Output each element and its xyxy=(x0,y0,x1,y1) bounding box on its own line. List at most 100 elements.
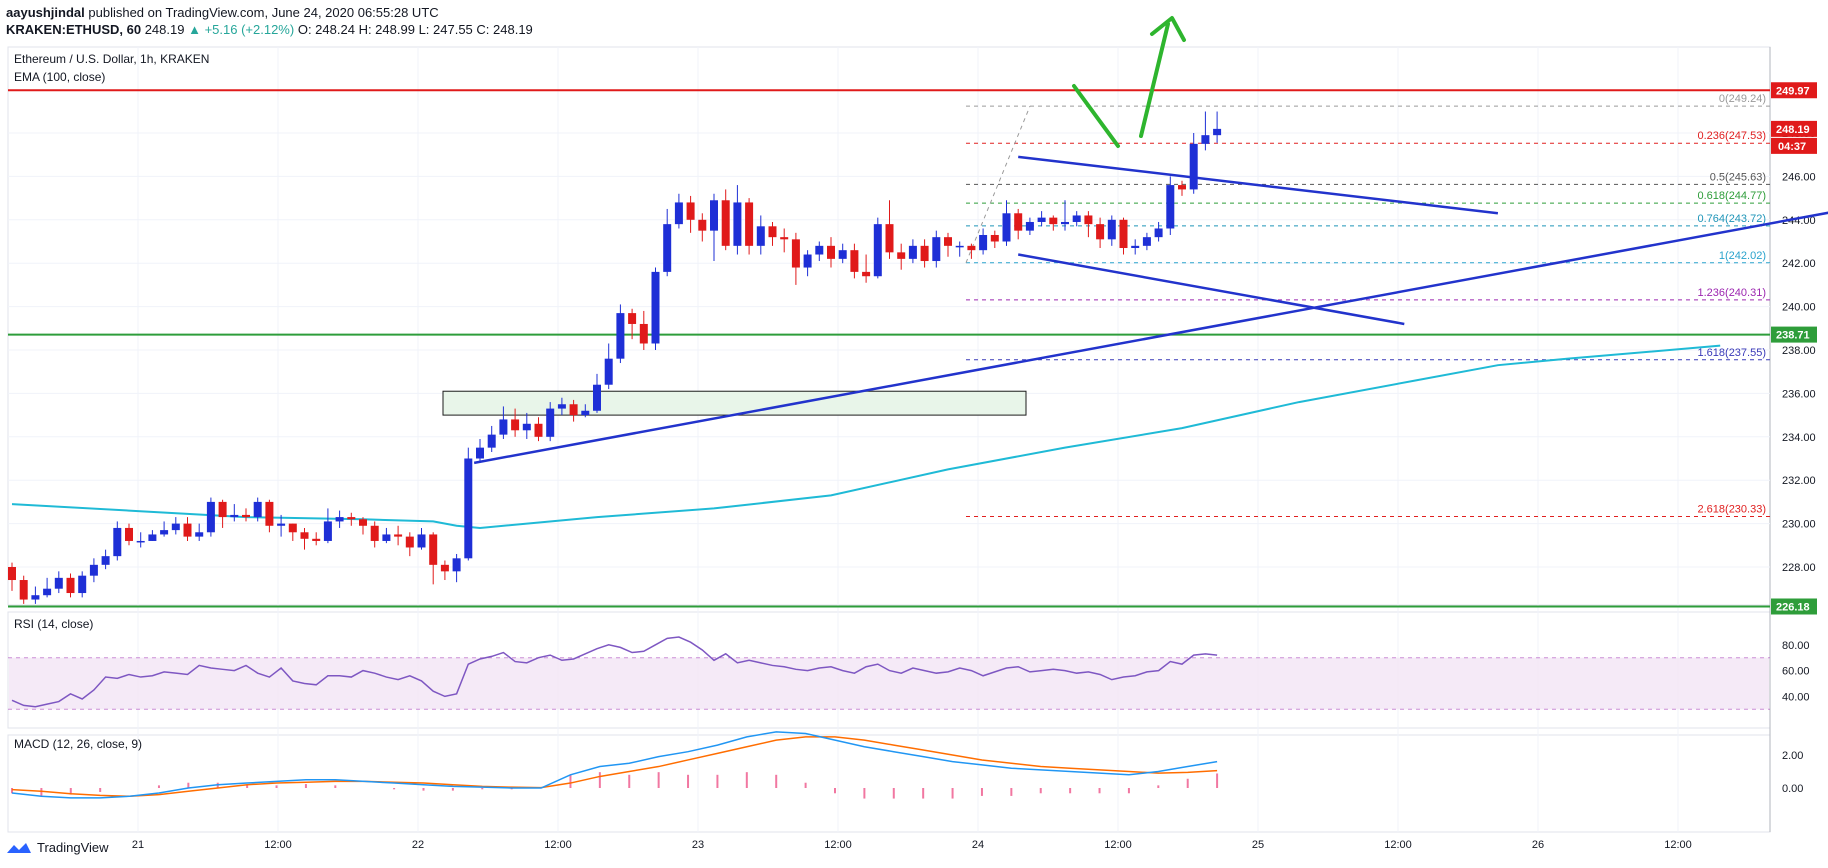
candle-body xyxy=(1142,237,1151,246)
candle-body xyxy=(534,423,543,437)
fib-level-label: 0.5(245.63) xyxy=(1710,171,1766,183)
macd-line xyxy=(11,731,1218,799)
symbol-label: KRAKEN:ETHUSD, 60 xyxy=(6,22,142,37)
fib-level-label: 0.764(243.72) xyxy=(1698,213,1767,225)
ohlc-close: C: 248.19 xyxy=(476,22,533,37)
candle-body xyxy=(768,226,777,238)
fib-level-label: 1(242.02) xyxy=(1719,250,1766,262)
candle-body xyxy=(242,514,250,518)
x-tick-label: 12:00 xyxy=(1384,839,1412,851)
y-tick-label: 238.00 xyxy=(1782,345,1816,357)
author-name[interactable]: aayushjindal xyxy=(6,5,85,20)
candle-body xyxy=(698,219,707,231)
candle-body xyxy=(54,577,63,589)
candle-body xyxy=(1166,185,1175,229)
price-axis-tag xyxy=(1771,82,1817,99)
candle-body xyxy=(1014,213,1023,231)
price-axis-tag-label: 248.19 xyxy=(1776,124,1810,136)
candle-body xyxy=(125,527,133,541)
candle-body xyxy=(288,523,297,533)
candle-body xyxy=(581,410,590,416)
candle-body xyxy=(1025,221,1034,231)
candle-body xyxy=(1189,143,1198,190)
candle-body xyxy=(452,558,461,572)
candle-body xyxy=(19,580,28,600)
rsi-tick-label: 40.00 xyxy=(1782,691,1810,703)
projection-down-arrow xyxy=(1072,84,1120,148)
ohlc-open: O: 248.24 xyxy=(297,22,355,37)
candle-body xyxy=(265,501,274,526)
candle-body xyxy=(1096,224,1105,240)
candle-body xyxy=(394,534,403,537)
rsi-tick-label: 60.00 xyxy=(1782,666,1810,678)
trendline xyxy=(1017,253,1405,326)
x-tick-label: 26 xyxy=(1532,839,1544,851)
price-axis-tag xyxy=(1771,326,1817,343)
macd-tick-label: 0.00 xyxy=(1782,783,1803,795)
candle-body xyxy=(230,514,239,518)
candle-body xyxy=(979,234,988,251)
y-tick-label: 230.00 xyxy=(1782,519,1816,531)
candle-body xyxy=(148,534,157,541)
candle-body xyxy=(487,434,496,448)
candle-body xyxy=(429,534,438,565)
x-tick-label: 22 xyxy=(412,839,424,851)
candle-body xyxy=(990,234,999,242)
candle-body xyxy=(569,404,578,416)
x-tick-label: 12:00 xyxy=(1104,839,1132,851)
y-tick-label: 234.00 xyxy=(1782,432,1816,444)
candle-body xyxy=(721,200,730,246)
ohlc-high: H: 248.99 xyxy=(358,22,415,37)
price-axis-tag-label: 226.18 xyxy=(1776,601,1810,613)
candle-body xyxy=(417,534,426,548)
demand-zone-box xyxy=(442,390,1027,416)
fib-level-label: 0.618(244.77) xyxy=(1698,190,1767,202)
candle-body xyxy=(885,224,894,253)
countdown-tag xyxy=(1771,137,1817,154)
x-tick-label: 24 xyxy=(972,839,984,851)
brand: TradingView xyxy=(6,840,109,855)
candle-body xyxy=(511,419,520,431)
y-tick-label: 242.00 xyxy=(1782,258,1816,270)
candle-body xyxy=(405,536,414,548)
candle-body xyxy=(616,313,625,359)
price-axis-tag-label: 249.97 xyxy=(1776,85,1810,97)
candle-body xyxy=(171,523,180,531)
x-tick-label: 23 xyxy=(692,839,704,851)
candle-body xyxy=(31,595,40,600)
price-axis-tag xyxy=(1771,120,1817,137)
y-tick-label: 246.00 xyxy=(1782,171,1816,183)
fib-level-label: 0(249.24) xyxy=(1719,93,1766,105)
candle-body xyxy=(113,527,122,557)
ohlc-low: L: 247.55 xyxy=(418,22,473,37)
macd-tick-label: 2.00 xyxy=(1782,750,1803,762)
candle-body xyxy=(815,245,824,255)
candle-body xyxy=(66,577,75,594)
candle-body xyxy=(1131,245,1140,249)
y-tick-label: 240.00 xyxy=(1782,302,1816,314)
candle-body xyxy=(218,501,227,518)
candle-body xyxy=(1061,221,1069,225)
candle-body xyxy=(1002,213,1011,242)
candle-body xyxy=(89,564,98,576)
candle-body xyxy=(43,588,52,596)
fib-level-label: 1.618(237.55) xyxy=(1698,347,1767,359)
candle-body xyxy=(674,202,683,225)
candle-body xyxy=(323,521,332,541)
fib-level-label: 2.618(230.33) xyxy=(1698,503,1767,515)
y-tick-label: 228.00 xyxy=(1782,562,1816,574)
candle-body xyxy=(347,517,356,520)
candle-body xyxy=(733,202,742,246)
candle-body xyxy=(382,534,391,541)
candle-body xyxy=(183,523,192,537)
candle-body xyxy=(195,532,204,537)
candle-body xyxy=(944,237,952,246)
candle-body xyxy=(955,245,964,248)
candle-body xyxy=(756,226,765,246)
candle-body xyxy=(686,202,695,220)
rsi-tick-label: 80.00 xyxy=(1782,640,1810,652)
rsi-band xyxy=(9,657,1769,710)
candle-body xyxy=(932,237,941,262)
candle-body xyxy=(920,245,929,262)
